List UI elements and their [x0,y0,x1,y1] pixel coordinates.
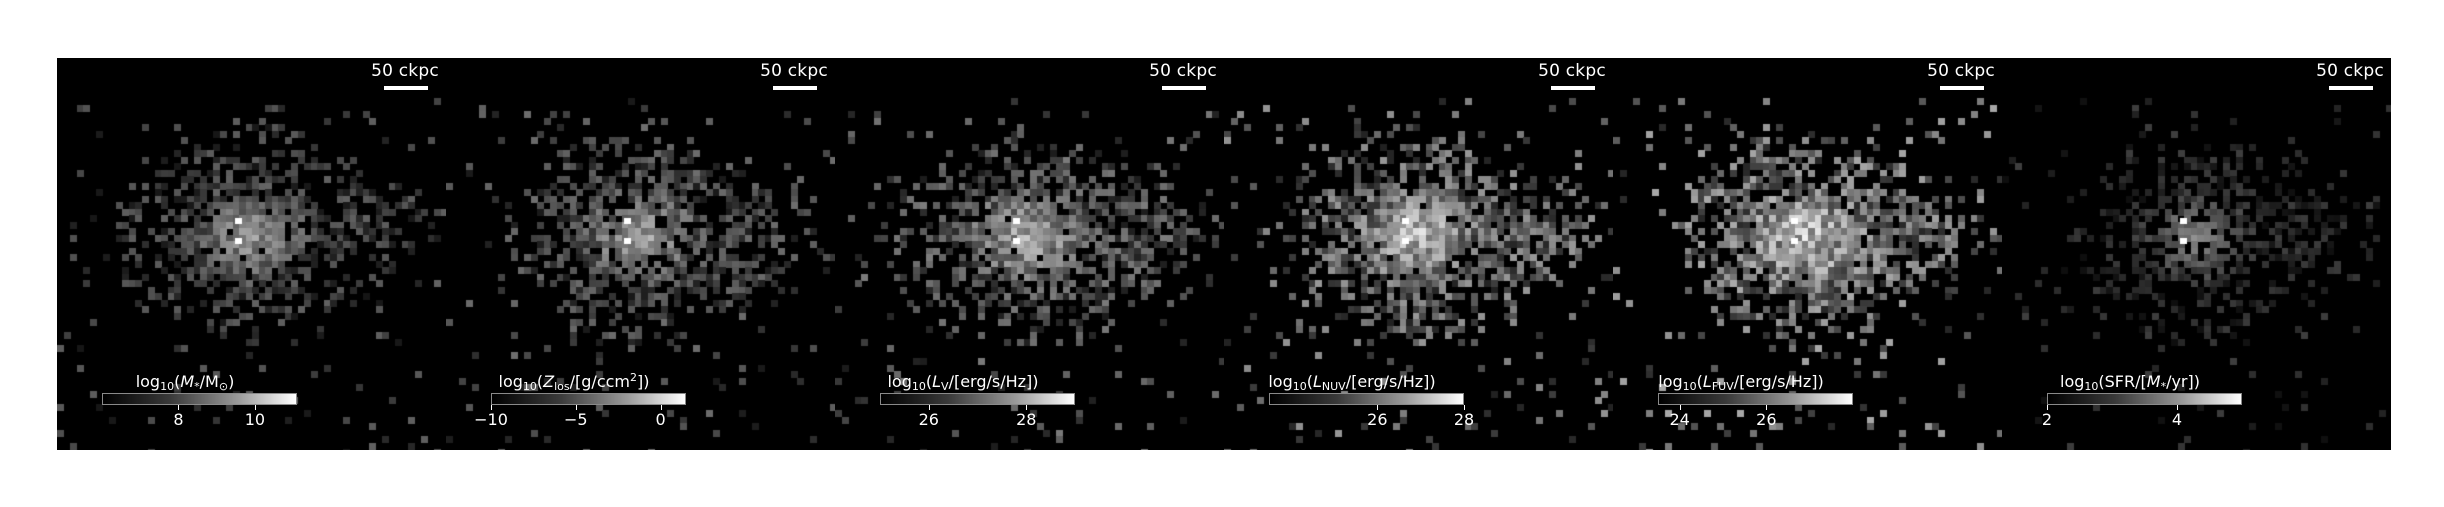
scale-bar-label: 50 ckpc [1927,61,1995,81]
colorbar-label: log10(M*/M⊙) [135,372,235,393]
colorbar-tick-label: 24 [1669,410,1690,429]
scale-bar [773,86,817,90]
scale-bar-label: 50 ckpc [760,61,828,81]
colorbar-tick [2177,405,2178,410]
pixel-map [2002,58,2391,450]
scale-bar [1162,86,1206,90]
colorbar-tick-label: 10 [244,410,266,429]
colorbar [102,393,297,405]
colorbar-tick [1766,405,1768,410]
map-panel-2: 50 ckpc log10(Zlos/[g/ccm2]) −10 −5 0 [446,58,835,450]
colorbar-tick-label: 28 [1016,410,1037,429]
scale-bar-label: 50 ckpc [1538,61,1606,81]
scale-bar [384,86,428,90]
colorbar-label: log10(SFR/[M*/yr]) [2060,372,2200,393]
colorbar-label: log10(Zlos/[g/ccm2]) [498,371,650,393]
colorbar-tick-label: 28 [1453,410,1475,429]
map-panel-6: 50 ckpc log10(SFR/[M*/yr]) 2 4 [2002,58,2391,450]
pixel-map [57,58,446,450]
colorbar [491,393,686,405]
colorbar [1658,393,1853,405]
scale-bar-label: 50 ckpc [371,61,439,81]
scale-bar-label: 50 ckpc [2316,61,2384,81]
colorbar-tick-label: 26 [1756,410,1777,429]
colorbar-tick-label: 26 [1367,410,1388,429]
colorbar-tick [660,405,662,410]
colorbar-label: log10(LV/[erg/s/Hz]) [887,372,1039,393]
scale-bar [1551,86,1595,90]
scale-bar [1940,86,1984,90]
colorbar-tick-label: 8 [173,410,184,429]
colorbar-tick [254,405,256,410]
image-strip: 50 ckpc log10(M*/M⊙) 8 10 50 ckpc log10(Z… [57,58,2391,450]
colorbar-label: log10(LFUV/[erg/s/Hz]) [1658,372,1824,393]
map-panel-4: 50 ckpc log10(LNUV/[erg/s/Hz]) 26 28 [1224,58,1613,450]
scale-bar-label: 50 ckpc [1149,61,1217,81]
colorbar-tick-label: 26 [918,410,939,429]
colorbar-tick [2047,405,2048,410]
colorbar-tick [575,405,577,410]
map-panel-1: 50 ckpc log10(M*/M⊙) 8 10 [57,58,446,450]
colorbar [880,393,1075,405]
map-panel-5: 50 ckpc log10(LFUV/[erg/s/Hz]) 24 26 [1613,58,2002,450]
colorbar-tick [1464,405,1465,410]
colorbar-tick-label: 0 [655,410,666,429]
colorbar-tick-label: −10 [474,410,508,429]
colorbar [2047,393,2242,405]
colorbar-tick [1679,405,1681,410]
colorbar-tick [491,405,492,410]
pixel-map [1613,58,2002,450]
pixel-map [446,58,835,450]
colorbar-tick-label: −5 [563,410,588,429]
colorbar-tick [178,405,180,410]
colorbar [1269,393,1464,405]
pixel-map [1224,58,1613,450]
colorbar-tick-label: 4 [2171,410,2183,429]
pixel-map [835,58,1224,450]
colorbar-tick-label: 2 [2041,410,2053,429]
colorbar-tick [1377,405,1379,410]
map-panel-3: 50 ckpc log10(LV/[erg/s/Hz]) 26 28 [835,58,1224,450]
colorbar-tick [1026,405,1028,410]
scale-bar [2329,86,2373,90]
colorbar-label: log10(LNUV/[erg/s/Hz]) [1268,372,1436,393]
colorbar-tick [928,405,930,410]
